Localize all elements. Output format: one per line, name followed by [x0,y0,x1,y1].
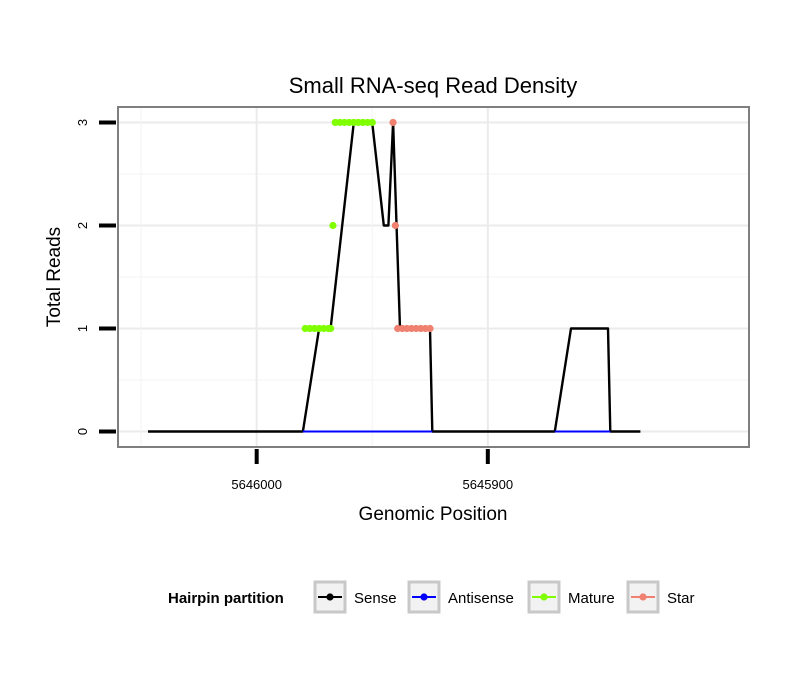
y-tick-label: 1 [75,325,90,332]
legend-label: Mature [568,590,615,607]
mature-point [368,118,376,127]
x-tick-label: 5646000 [231,477,282,492]
mature-point [329,221,337,230]
legend-key-point [326,593,334,601]
grid-lines [118,107,749,447]
chart-title: Small RNA-seq Read Density [289,73,578,98]
y-axis-title: Total Reads [44,227,65,327]
x-axis: 5646000 5645900 [231,449,513,492]
y-tick-label: 3 [75,119,90,126]
y-tick-label: 0 [75,428,90,435]
legend-key-point [420,593,428,601]
star-point [426,324,434,333]
legend-title: Hairpin partition [168,590,284,607]
plot-border [117,106,750,448]
mature-point [327,324,335,333]
data-series [148,118,641,433]
y-tick-label: 2 [75,222,90,229]
legend: Hairpin partition Sense Antisense Mature St… [168,580,695,614]
legend-key-point [639,593,647,601]
star-point [391,221,399,230]
x-axis-title: Genomic Position [359,504,508,525]
star-point [389,118,397,127]
legend-label: Antisense [448,590,514,607]
x-tick-label: 5645900 [463,477,514,492]
legend-key-point [540,593,548,601]
legend-label: Sense [354,590,397,607]
legend-label: Star [667,590,695,607]
y-axis: 0 1 2 3 [75,119,116,435]
